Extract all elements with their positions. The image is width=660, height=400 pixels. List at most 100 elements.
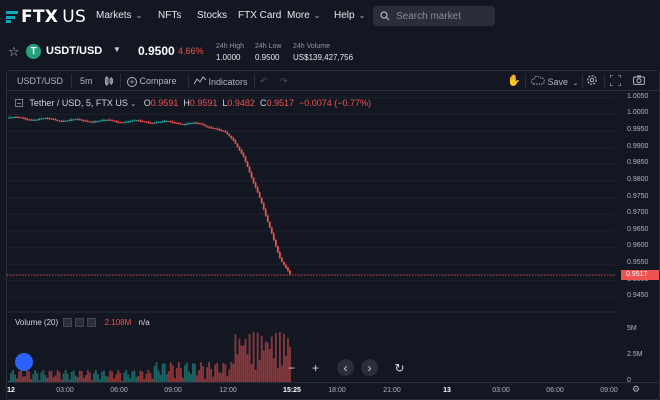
time-tick-label: 06:00 bbox=[546, 387, 564, 394]
toolbar-divider bbox=[525, 74, 526, 88]
volume-bar bbox=[90, 380, 93, 382]
legend-open-label: O bbox=[143, 98, 151, 108]
compare-button[interactable]: + Compare bbox=[127, 76, 177, 87]
camera-icon[interactable] bbox=[633, 75, 645, 87]
last-price: 0.9500 bbox=[138, 44, 175, 58]
cloud-badge-icon[interactable] bbox=[15, 353, 33, 371]
interval-button[interactable]: 5m bbox=[80, 76, 93, 86]
zoom-out-button[interactable]: − bbox=[287, 360, 295, 375]
volume-bar bbox=[240, 345, 243, 382]
volume-bar bbox=[220, 372, 223, 382]
time-tick-label: 09:00 bbox=[600, 387, 618, 394]
volume-bar bbox=[163, 363, 166, 382]
undo-icon[interactable]: ↶ bbox=[260, 76, 268, 86]
volume-bar bbox=[173, 378, 176, 382]
volume-bar bbox=[194, 363, 196, 382]
axis-settings-icon[interactable]: ⚙ bbox=[632, 384, 641, 394]
volume-bar bbox=[66, 373, 69, 382]
stat-24h-high: 24h High 1.0000 bbox=[216, 41, 244, 63]
candle-body bbox=[204, 124, 206, 126]
candle-body bbox=[46, 118, 49, 120]
reset-chart-button[interactable]: ↻ bbox=[394, 360, 405, 375]
indicators-label: Indicators bbox=[208, 77, 248, 87]
price-tick-label: 0.9700 bbox=[627, 209, 649, 217]
search-input[interactable] bbox=[396, 10, 491, 22]
volume-bar bbox=[167, 371, 170, 382]
time-axis[interactable]: 12 03:00 06:00 09:00 12:00 15:25 18:00 21:00 13 0… bbox=[7, 382, 659, 400]
nav-item-stocks[interactable]: Stocks bbox=[197, 10, 227, 21]
volume-bar bbox=[254, 369, 257, 382]
volume-bar bbox=[204, 379, 206, 382]
candle-body bbox=[266, 215, 269, 222]
volume-ma-value: n/a bbox=[138, 318, 150, 327]
close-icon[interactable] bbox=[87, 318, 97, 327]
candle-body bbox=[181, 124, 184, 126]
candle-body bbox=[161, 121, 164, 123]
candle-body bbox=[281, 258, 283, 263]
candle-body bbox=[121, 122, 124, 124]
hand-icon[interactable]: ✋ bbox=[507, 75, 521, 87]
candle-body bbox=[190, 123, 192, 125]
fullscreen-icon[interactable] bbox=[609, 74, 622, 88]
nav-item-markets[interactable]: Markets ⌄ bbox=[96, 10, 142, 21]
volume-bar bbox=[46, 377, 49, 382]
volume-bar bbox=[153, 365, 156, 382]
volume-bar bbox=[30, 379, 33, 382]
redo-icon[interactable]: ↷ bbox=[280, 76, 288, 86]
candle-body bbox=[198, 122, 200, 124]
zoom-in-button[interactable]: + bbox=[311, 360, 319, 375]
nav-item-ftx-card[interactable]: FTX Card bbox=[238, 10, 281, 21]
time-tick-label: 18:00 bbox=[328, 387, 346, 394]
volume-bar bbox=[171, 365, 174, 382]
brand-logo[interactable]: FTX US bbox=[6, 7, 86, 27]
price-tick-label: 0.9850 bbox=[627, 159, 649, 167]
candle-body bbox=[270, 227, 273, 234]
volume-bar bbox=[131, 371, 134, 382]
chevron-down-icon: ⌄ bbox=[572, 80, 579, 87]
candle-body bbox=[272, 233, 275, 240]
candle-style-icon[interactable] bbox=[104, 76, 114, 88]
scroll-right-button[interactable]: › bbox=[361, 359, 378, 376]
candle-body bbox=[242, 153, 245, 157]
volume-bar bbox=[244, 338, 247, 382]
volume-bar bbox=[117, 370, 120, 382]
indicators-button[interactable]: Indicators bbox=[193, 76, 248, 87]
eye-icon[interactable] bbox=[63, 318, 73, 327]
nav-item-help[interactable]: Help ⌄ bbox=[334, 10, 365, 21]
stat-label: 24h High bbox=[216, 43, 245, 50]
settings-icon[interactable] bbox=[75, 318, 85, 327]
collapse-icon[interactable] bbox=[15, 99, 23, 107]
scroll-left-button[interactable]: ‹ bbox=[337, 359, 354, 376]
candle-body bbox=[252, 177, 255, 183]
legend-symbol[interactable]: Tether / USD, 5, FTX US bbox=[29, 98, 128, 108]
volume-bar bbox=[60, 379, 63, 382]
price-chart[interactable] bbox=[7, 92, 615, 382]
volume-bar bbox=[224, 364, 227, 382]
volume-label[interactable]: Volume (20) bbox=[15, 318, 59, 327]
market-pair[interactable]: USDT/USD bbox=[46, 45, 103, 57]
settings-gear-icon[interactable] bbox=[586, 74, 598, 88]
volume-bar bbox=[157, 370, 160, 382]
candle-body bbox=[183, 124, 186, 126]
candle-body bbox=[86, 121, 89, 123]
save-button[interactable]: Save ⌄ bbox=[531, 75, 579, 87]
volume-bar bbox=[276, 368, 279, 382]
volume-bar bbox=[40, 372, 43, 382]
pair-dropdown-icon[interactable]: ▼ bbox=[113, 45, 121, 54]
volume-bar bbox=[82, 377, 85, 382]
candle-body bbox=[165, 121, 168, 123]
nav-item-nfts[interactable]: NFTs bbox=[158, 10, 181, 21]
favorite-star-icon[interactable]: ☆ bbox=[8, 44, 20, 59]
price-axis[interactable]: 1.0050 1.0000 0.9950 0.9900 0.9850 0.9800 0.97… bbox=[621, 91, 659, 384]
nav-item-more[interactable]: More ⌄ bbox=[287, 10, 321, 21]
volume-bar bbox=[22, 376, 25, 382]
candle-body bbox=[276, 246, 279, 253]
brand-name: FTX bbox=[21, 7, 59, 27]
volume-bar bbox=[192, 363, 194, 382]
volume-bar bbox=[145, 374, 148, 382]
volume-bar bbox=[38, 380, 41, 382]
volume-bar bbox=[88, 372, 91, 382]
volume-bar bbox=[183, 365, 186, 382]
symbol-button[interactable]: USDT/USD bbox=[17, 76, 64, 86]
price-tick-label: 0.9550 bbox=[627, 259, 649, 267]
